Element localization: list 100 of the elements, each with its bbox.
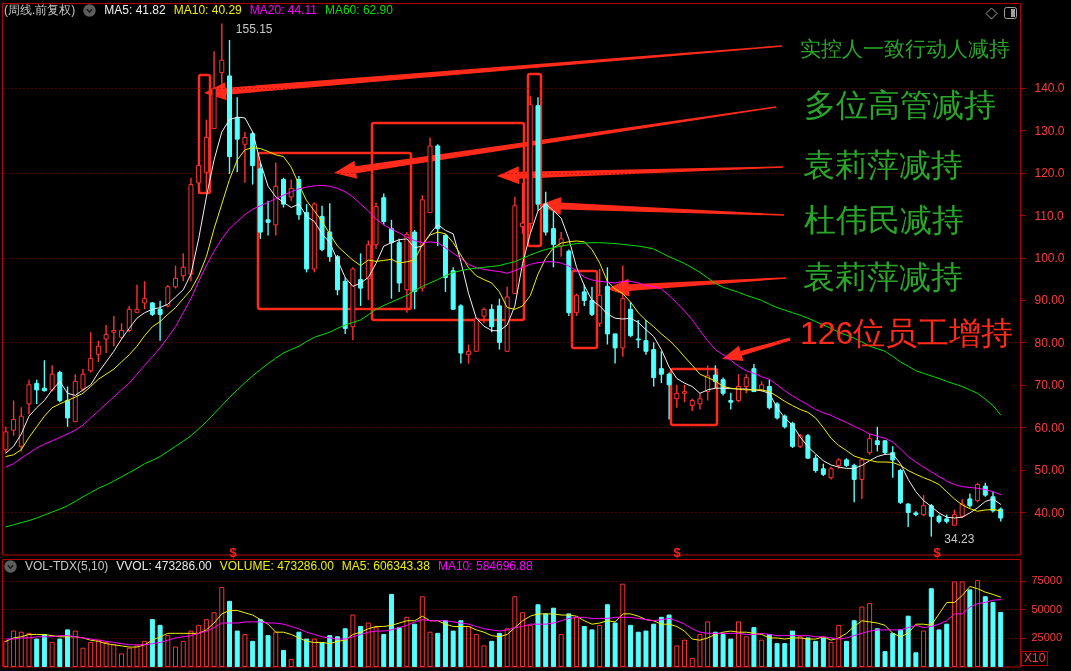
bar	[49, 641, 55, 667]
bar	[496, 632, 502, 667]
bar	[851, 620, 857, 667]
bar	[820, 637, 826, 667]
text: MA10: 40.29	[173, 2, 242, 18]
bar	[759, 639, 765, 667]
y-tick-label: 60.00	[1034, 420, 1065, 435]
bar	[365, 622, 371, 667]
bar	[527, 624, 533, 667]
annotation: $	[229, 544, 237, 560]
bar	[273, 631, 279, 667]
bar	[782, 643, 788, 667]
bar	[589, 629, 595, 667]
bar	[111, 644, 117, 667]
bar	[358, 625, 364, 667]
annotation: $	[933, 544, 941, 560]
bar	[489, 640, 495, 667]
bar	[450, 630, 456, 667]
bar	[18, 631, 24, 667]
bar	[211, 612, 217, 667]
y-tick-label: 140.0	[1034, 81, 1065, 96]
candlestick	[234, 96, 240, 173]
candlestick	[466, 343, 472, 365]
bar	[743, 636, 749, 667]
bar	[373, 627, 379, 667]
bar	[975, 580, 981, 667]
annotation: VOLUME: 473286.00	[219, 559, 334, 574]
bar	[944, 623, 950, 667]
bar	[789, 630, 795, 667]
bar	[280, 649, 286, 667]
candlestick	[134, 283, 140, 314]
bar	[921, 630, 927, 667]
candlestick	[874, 426, 880, 453]
candlestick	[242, 131, 248, 184]
bar	[3, 640, 9, 667]
bar	[736, 621, 742, 667]
bar	[234, 630, 240, 667]
candlestick	[674, 384, 680, 409]
candlestick	[173, 264, 179, 290]
bar	[250, 640, 256, 667]
bar	[643, 630, 649, 667]
y-tick-label: 80.00	[1034, 335, 1065, 350]
y-tick-label: 50.00	[1034, 463, 1065, 478]
bar	[165, 635, 171, 667]
bar	[327, 635, 333, 667]
bar	[928, 588, 934, 667]
bar	[728, 638, 734, 667]
bar	[126, 647, 132, 667]
bar	[342, 628, 348, 667]
candlestick	[180, 252, 186, 282]
bar	[242, 633, 248, 667]
bar	[666, 614, 672, 667]
bar	[628, 624, 634, 667]
bar	[813, 640, 819, 667]
y-tick-label: 90.00	[1034, 293, 1065, 308]
bar	[388, 593, 394, 667]
bar	[404, 616, 410, 667]
annotation: 155.15	[235, 21, 273, 36]
bar	[558, 633, 564, 667]
bar	[257, 619, 263, 667]
y-tick-label: 100.0	[1034, 251, 1065, 266]
annotation: 126位员工增持	[800, 315, 1014, 351]
bar	[581, 625, 587, 667]
bar	[265, 635, 271, 667]
bar	[751, 627, 757, 667]
bar	[142, 640, 148, 667]
bar	[604, 604, 610, 667]
text: MA5: 606343.38	[341, 558, 430, 574]
candlestick	[743, 373, 749, 394]
bar	[412, 623, 418, 667]
bar	[435, 632, 441, 667]
bar	[196, 624, 202, 667]
candlestick	[921, 494, 927, 518]
text: MA60: 62.90	[324, 2, 393, 18]
annotation: 实控人一致行动人减持	[800, 37, 1010, 60]
bar	[334, 636, 340, 667]
bar	[797, 636, 803, 667]
bar	[882, 651, 888, 667]
annotation: 多位高管减持	[804, 87, 996, 123]
bar	[574, 616, 580, 667]
bar	[620, 583, 626, 667]
bar	[867, 603, 873, 667]
bar	[843, 640, 849, 667]
bar	[705, 621, 711, 667]
candlestick	[103, 324, 109, 354]
bar	[774, 643, 780, 667]
text: MA10: 584696.88	[437, 558, 533, 574]
annotation: 34.23	[944, 531, 975, 546]
bar	[381, 633, 387, 667]
candlestick	[550, 210, 556, 268]
bar	[951, 581, 957, 667]
candlestick	[219, 22, 225, 93]
bar	[543, 613, 549, 667]
bar	[635, 631, 641, 667]
bar	[651, 623, 657, 667]
candlestick	[574, 292, 580, 317]
bar	[990, 601, 996, 667]
bar	[481, 645, 487, 667]
bar	[674, 645, 680, 667]
candlestick	[358, 252, 364, 307]
